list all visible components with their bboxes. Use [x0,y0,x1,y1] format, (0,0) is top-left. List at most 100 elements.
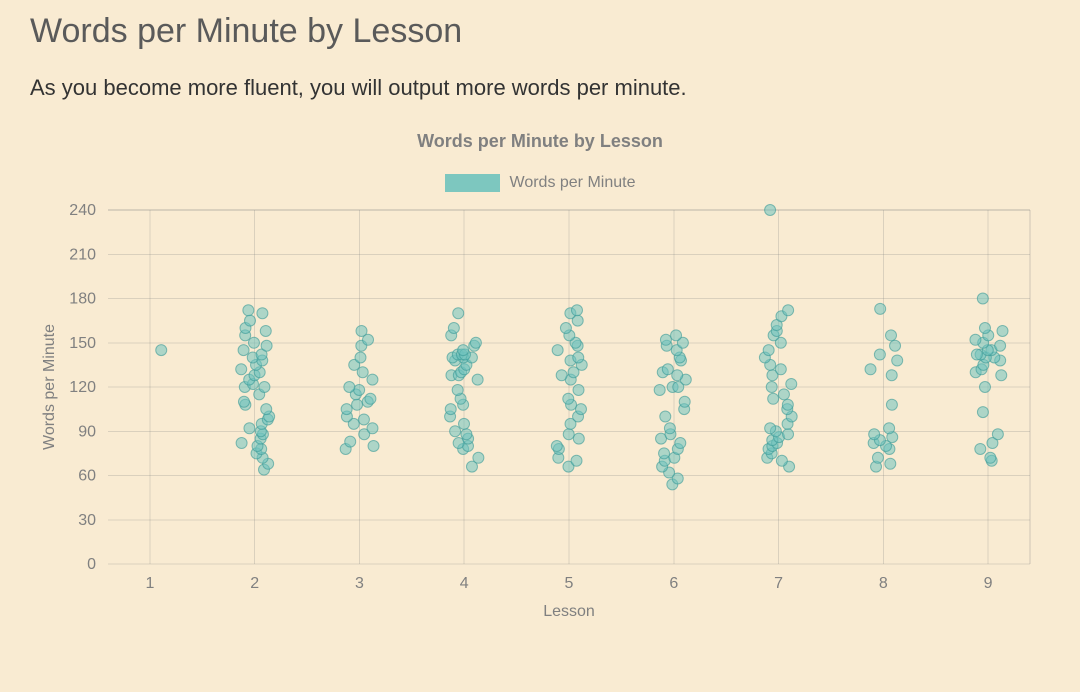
data-point [996,370,1007,381]
x-tick-label: 3 [355,575,364,592]
data-point [995,340,1006,351]
data-point [459,418,470,429]
data-point [243,305,254,316]
data-point [257,308,268,319]
data-point [776,455,787,466]
x-axis-label: Lesson [543,603,595,620]
data-point [551,441,562,452]
data-point [355,352,366,363]
data-point [563,393,574,404]
data-point [763,345,774,356]
data-point [367,423,378,434]
data-point [875,303,886,314]
data-point [470,337,481,348]
data-point [556,370,567,381]
chart-title: Words per Minute by Lesson [30,131,1050,152]
data-point [662,364,673,375]
data-point [368,441,379,452]
scatter-points [156,205,1008,490]
data-point [675,438,686,449]
data-point [886,399,897,410]
data-point [654,384,665,395]
data-point [356,325,367,336]
x-tick-label: 6 [669,575,678,592]
data-point [886,370,897,381]
data-point [560,323,571,334]
page-subtitle: As you become more fluent, you will outp… [30,75,1050,101]
y-tick-label: 240 [69,204,96,219]
data-point [344,382,355,393]
data-point [992,429,1003,440]
data-point [472,374,483,385]
chart-container: Words per Minute by Lesson Words per Min… [30,131,1050,624]
data-point [778,389,789,400]
data-point [461,429,472,440]
page-title: Words per Minute by Lesson [30,12,1050,51]
data-point [765,205,776,216]
y-tick-label: 120 [69,379,96,396]
legend-swatch [445,174,500,192]
data-point [765,423,776,434]
data-point [448,323,459,334]
data-point [261,404,272,415]
data-point [892,355,903,366]
y-tick-label: 210 [69,246,96,263]
data-point [985,452,996,463]
data-point [975,443,986,454]
data-point [365,393,376,404]
data-point [453,308,464,319]
data-point [659,448,670,459]
data-point [885,458,896,469]
data-point [671,330,682,341]
data-point [452,384,463,395]
x-tick-label: 1 [145,575,154,592]
data-point [872,452,883,463]
data-point [786,379,797,390]
data-point [874,349,885,360]
data-point [865,364,876,375]
data-point [977,293,988,304]
legend-label: Words per Minute [510,174,636,192]
x-tick-label: 4 [460,575,469,592]
data-point [260,325,271,336]
data-point [979,323,990,334]
data-point [563,429,574,440]
y-tick-label: 30 [78,512,96,529]
data-point [236,364,247,375]
y-tick-label: 180 [69,291,96,308]
data-point [997,325,1008,336]
data-point [768,393,779,404]
plot-area: 1234567890306090120150180210240LessonWor… [30,204,1050,624]
data-point [660,334,671,345]
data-point [664,423,675,434]
data-point [445,404,456,415]
data-point [473,452,484,463]
data-point [971,349,982,360]
data-point [245,315,256,326]
data-point [884,423,895,434]
data-point [552,345,563,356]
data-point [341,404,352,415]
data-point [244,423,255,434]
x-tick-label: 9 [984,575,993,592]
data-point [458,345,469,356]
chart-legend: Words per Minute [30,174,1050,192]
chart-svg: 1234567890306090120150180210240LessonWor… [30,204,1050,624]
data-point [890,340,901,351]
axes: 1234567890306090120150180210240LessonWor… [41,204,993,620]
data-point [259,382,270,393]
data-point [886,330,897,341]
data-point [238,396,249,407]
data-point [248,337,259,348]
data-point [783,429,794,440]
y-tick-label: 60 [78,468,96,485]
data-point [679,396,690,407]
x-tick-label: 2 [250,575,259,592]
data-point [573,352,584,363]
data-point [352,399,363,410]
data-point [238,345,249,356]
data-point [766,382,777,393]
data-point [970,334,981,345]
data-point [358,414,369,425]
data-point [367,374,378,385]
